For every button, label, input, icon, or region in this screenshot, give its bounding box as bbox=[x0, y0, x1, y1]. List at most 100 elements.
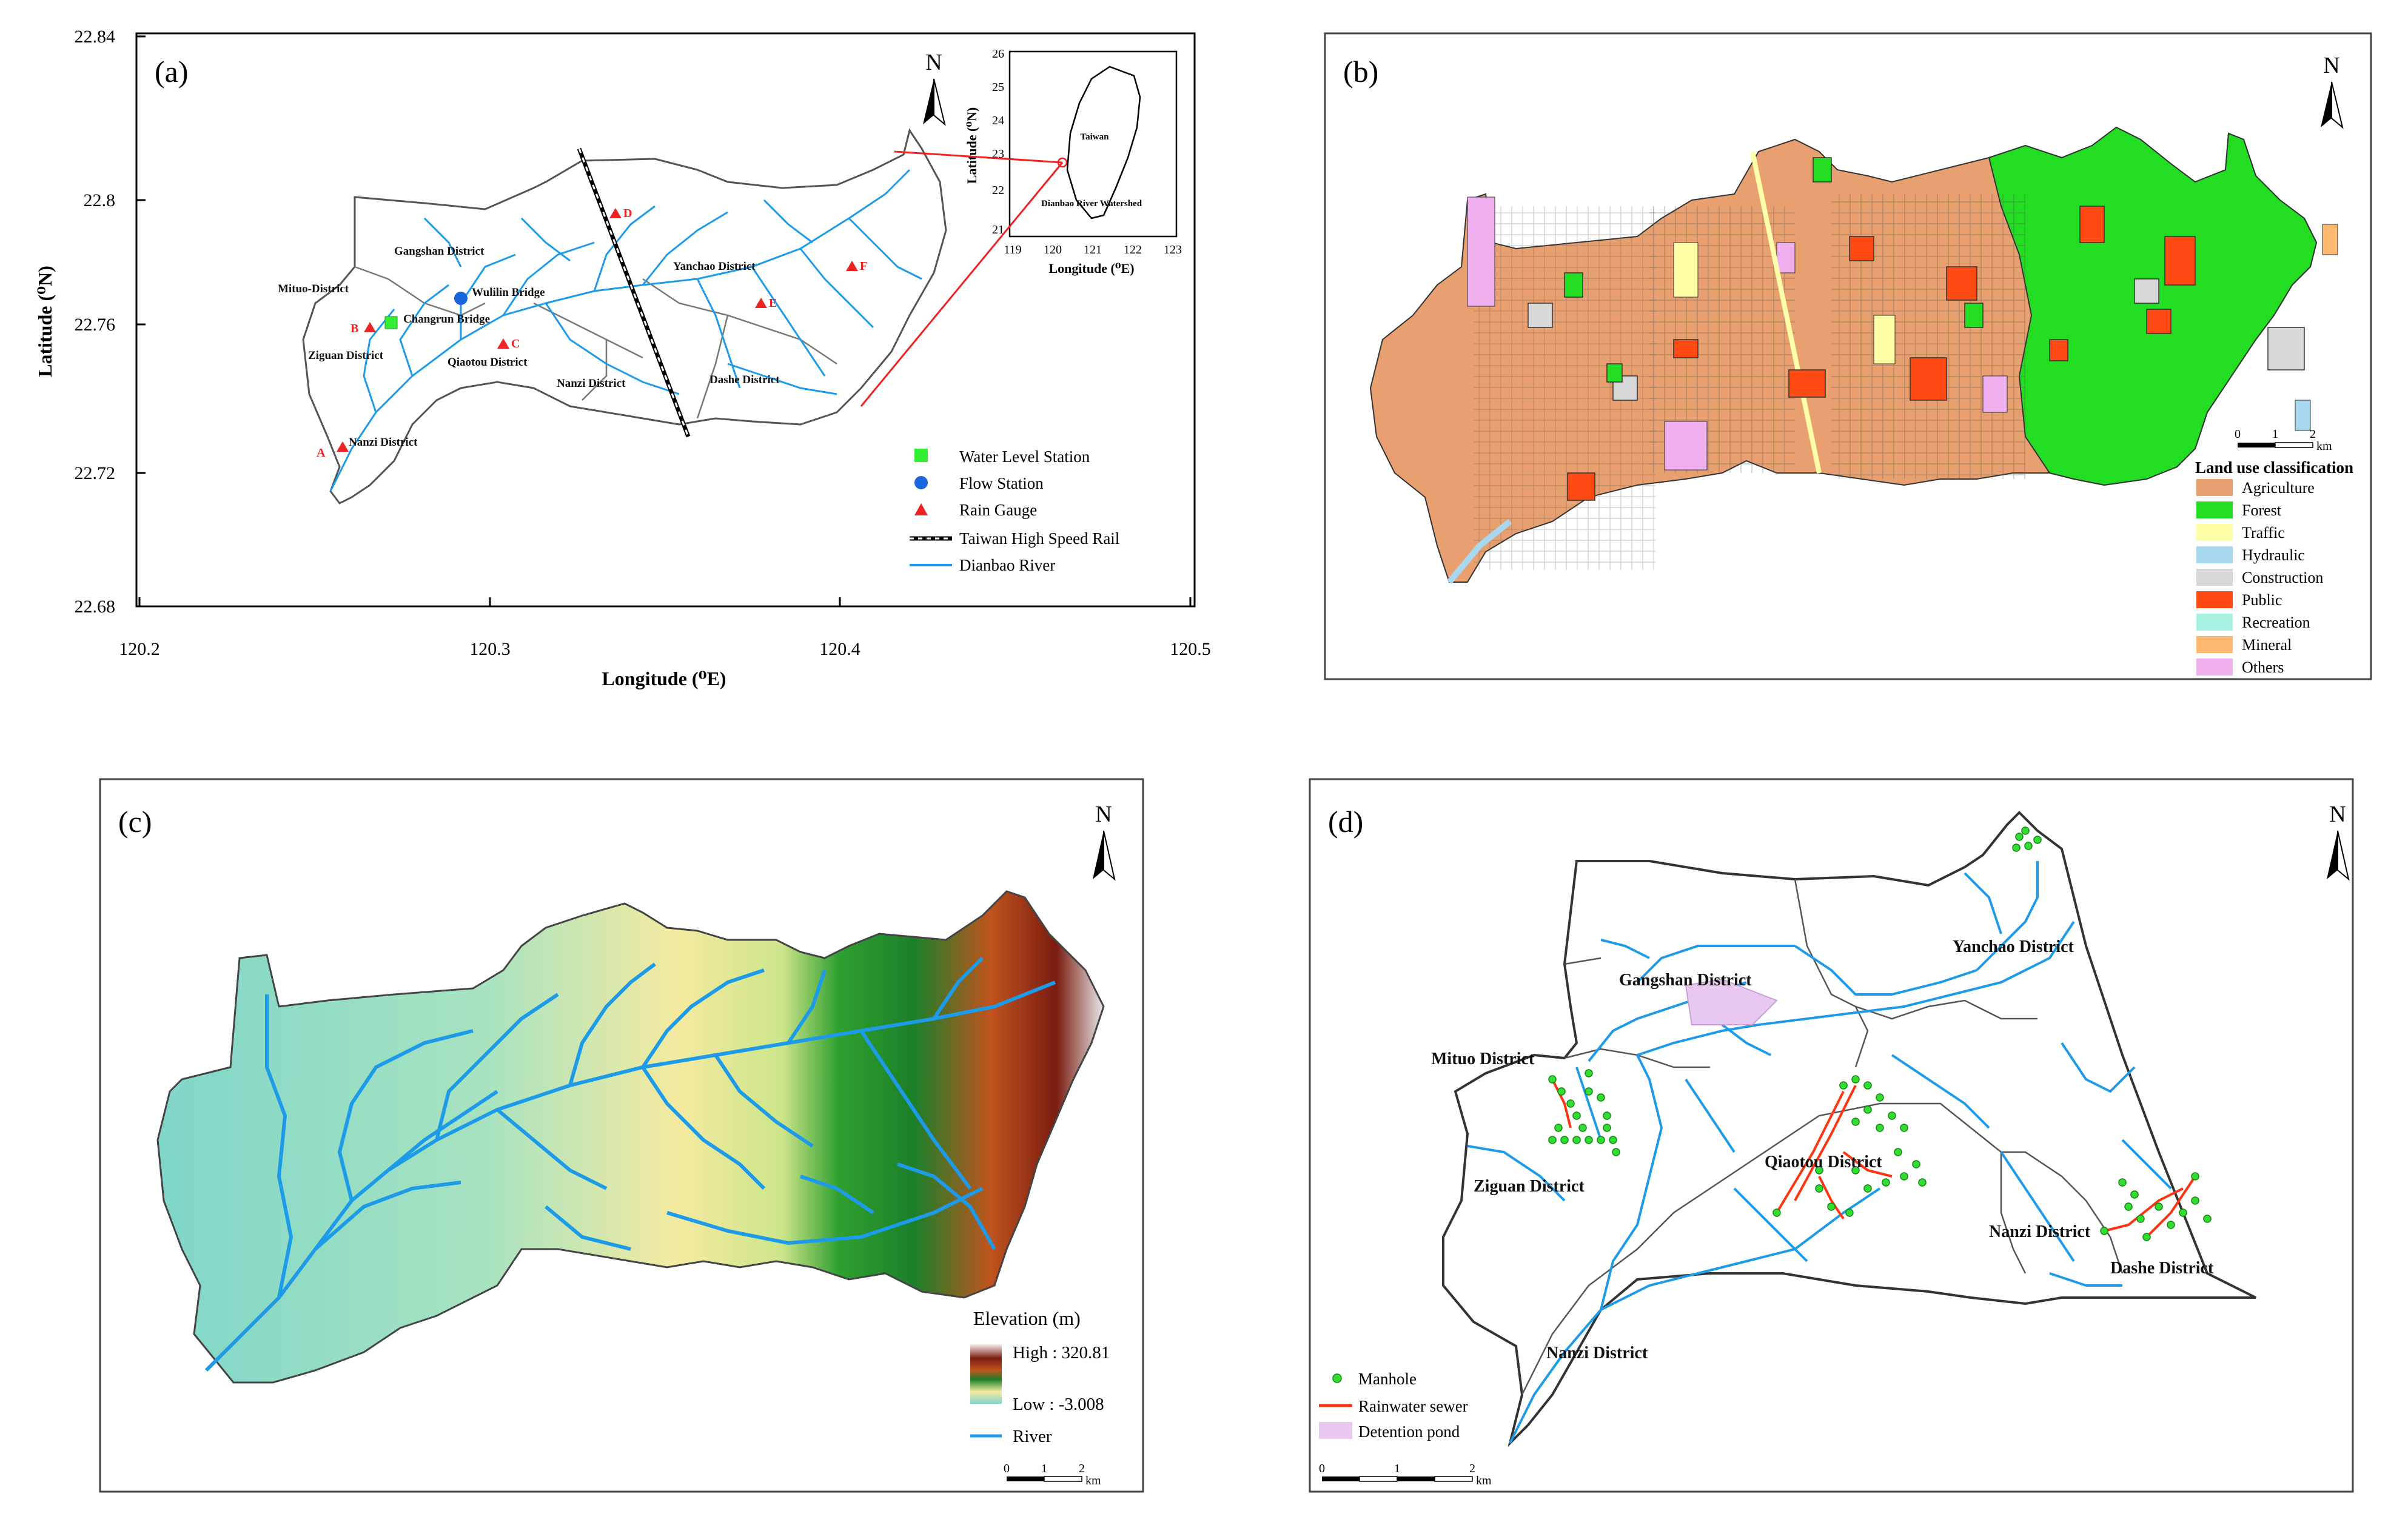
svg-text:0: 0 bbox=[1319, 1462, 1325, 1475]
panel-d-legend: Manhole Rainwater sewer Detention pond bbox=[1319, 1370, 1468, 1441]
north-arrow-icon: N bbox=[2321, 53, 2344, 129]
legend-label: Taiwan High Speed Rail bbox=[959, 529, 1119, 548]
legend-pond-swatch bbox=[1319, 1422, 1352, 1439]
panel-a-y-axis-title: Latitude (⁰N) bbox=[34, 266, 56, 377]
district-label: Yanchao District bbox=[1953, 937, 2074, 956]
legend-manhole-swatch bbox=[1332, 1373, 1342, 1383]
panel-d: (d) bbox=[1309, 778, 2354, 1493]
svg-text:1: 1 bbox=[1041, 1462, 1047, 1475]
inset-connector bbox=[894, 150, 1063, 164]
legend-label: Hydraulic bbox=[2242, 546, 2305, 564]
north-arrow-icon: N bbox=[1093, 802, 1116, 881]
panel-a: (a) 22.84 22.8 22.76 22.72 22.68 120.2 1… bbox=[34, 27, 1211, 689]
district-label: Nanzi District bbox=[1989, 1222, 2091, 1241]
manholes bbox=[1548, 826, 2212, 1241]
district-label: Nanzi District bbox=[557, 377, 626, 390]
legend-label: Construction bbox=[2242, 569, 2323, 586]
legend-label: Mineral bbox=[2242, 636, 2292, 654]
x-tick-label: 120.2 bbox=[119, 639, 160, 659]
district-label: Gangshan District bbox=[394, 245, 485, 258]
svg-text:0: 0 bbox=[1004, 1462, 1010, 1475]
inset-y-tick: 22 bbox=[992, 184, 1004, 197]
y-tick-label: 22.76 bbox=[75, 315, 116, 335]
district-label: Gangshan District bbox=[1619, 971, 1752, 990]
inset-taiwan-label: Taiwan bbox=[1081, 132, 1110, 142]
inset-y-tick: 24 bbox=[992, 114, 1004, 127]
inset-x-tick: 119 bbox=[1004, 243, 1021, 256]
elevation-legend: Elevation (m) High : 320.81 Low : -3.008… bbox=[970, 1307, 1110, 1446]
inset-y-axis-title: Latitude (⁰N) bbox=[964, 107, 979, 184]
district-label: Ziguan District bbox=[308, 349, 384, 362]
svg-text:1: 1 bbox=[2272, 427, 2278, 441]
panel-c-label: (c) bbox=[118, 805, 152, 839]
inset-x-tick: 122 bbox=[1124, 243, 1142, 256]
legend-low: Low : -3.008 bbox=[1013, 1395, 1104, 1414]
legend-label: Others bbox=[2242, 659, 2284, 676]
north-arrow-icon: N bbox=[2327, 802, 2350, 881]
land-use-legend: Land use classification Agriculture Fores… bbox=[2195, 458, 2353, 676]
district-label: Nanzi District bbox=[1546, 1344, 1648, 1362]
inset-x-tick: 120 bbox=[1044, 243, 1062, 256]
svg-text:2: 2 bbox=[1079, 1462, 1085, 1475]
panel-a-y-axis: 22.84 22.8 22.76 22.72 22.68 bbox=[75, 27, 146, 617]
rivers-c bbox=[204, 956, 1056, 1372]
panel-a-legend: Water Level Station Flow Station Rain Ga… bbox=[910, 447, 1119, 574]
inset-connector bbox=[860, 162, 1064, 407]
legend-swatch bbox=[2196, 479, 2233, 496]
legend-label: Dianbao River bbox=[959, 556, 1055, 574]
panel-b-label: (b) bbox=[1343, 55, 1378, 89]
y-tick-label: 22.68 bbox=[75, 597, 116, 617]
north-arrow-icon: N bbox=[923, 50, 946, 126]
legend-swatch bbox=[2196, 591, 2233, 608]
svg-text:N: N bbox=[1095, 802, 1112, 827]
y-tick-label: 22.8 bbox=[84, 190, 116, 210]
svg-text:2: 2 bbox=[1469, 1462, 1475, 1475]
inset-watershed-label: Dianbao River Watershed bbox=[1041, 199, 1142, 209]
inset-x-axis-title: Longitude (⁰E) bbox=[1048, 261, 1134, 276]
legend-label: Rainwater sewer bbox=[1358, 1397, 1468, 1415]
gauge-label: E bbox=[769, 297, 777, 310]
panel-a-x-axis: 120.2 120.3 120.4 120.5 bbox=[119, 597, 1211, 659]
x-tick-label: 120.5 bbox=[1170, 639, 1211, 659]
district-label: Dashe District bbox=[709, 374, 780, 386]
gauge-label: D bbox=[623, 207, 632, 220]
inset-map: 26 25 24 23 22 21 119 120 121 122 123 Lo… bbox=[964, 47, 1182, 276]
legend-label: Detention pond bbox=[1358, 1423, 1460, 1441]
legend-title: Land use classification bbox=[2195, 458, 2353, 477]
legend-gauge-swatch bbox=[914, 503, 928, 515]
district-label: Dashe District bbox=[2110, 1259, 2214, 1278]
panel-a-x-axis-title: Longitude (⁰E) bbox=[602, 668, 726, 689]
elevation-ramp bbox=[970, 1343, 1002, 1404]
legend-label: Flow Station bbox=[959, 474, 1044, 492]
inset-x-tick: 121 bbox=[1084, 243, 1102, 256]
x-tick-label: 120.4 bbox=[819, 639, 860, 659]
rainwater-sewers bbox=[1551, 1079, 2196, 1238]
gauge-label: B bbox=[350, 322, 358, 335]
rivers-a bbox=[329, 169, 922, 492]
legend-label: Traffic bbox=[2242, 524, 2285, 541]
district-label: Ziguan District bbox=[1474, 1177, 1585, 1196]
gauge-label: C bbox=[511, 337, 520, 350]
legend-label: Public bbox=[2242, 591, 2282, 609]
detention-pond bbox=[1685, 978, 1778, 1025]
legend-swatch bbox=[2196, 501, 2233, 518]
svg-text:N: N bbox=[2323, 53, 2339, 78]
svg-text:2: 2 bbox=[2310, 427, 2316, 441]
scale-bar: 0 1 2 km bbox=[2235, 427, 2332, 453]
legend-high: High : 320.81 bbox=[1013, 1343, 1110, 1362]
legend-swatch bbox=[2196, 546, 2233, 563]
watershed-boundary bbox=[1442, 811, 2256, 1447]
svg-text:km: km bbox=[1476, 1474, 1492, 1487]
panel-a-label: (a) bbox=[155, 55, 189, 89]
legend-title: Elevation (m) bbox=[973, 1307, 1081, 1329]
dem-map bbox=[156, 890, 1105, 1384]
inset-y-tick: 25 bbox=[992, 81, 1004, 94]
gauge-label: A bbox=[317, 446, 326, 460]
legend-label: Rain Gauge bbox=[959, 501, 1037, 519]
panel-c: (c) N bbox=[99, 778, 1144, 1493]
inset-x-tick: 123 bbox=[1164, 243, 1182, 256]
district-label: Yanchao District bbox=[673, 260, 756, 273]
y-tick-label: 22.84 bbox=[75, 27, 116, 47]
scale-bar: 0 1 2 km bbox=[1004, 1462, 1101, 1487]
